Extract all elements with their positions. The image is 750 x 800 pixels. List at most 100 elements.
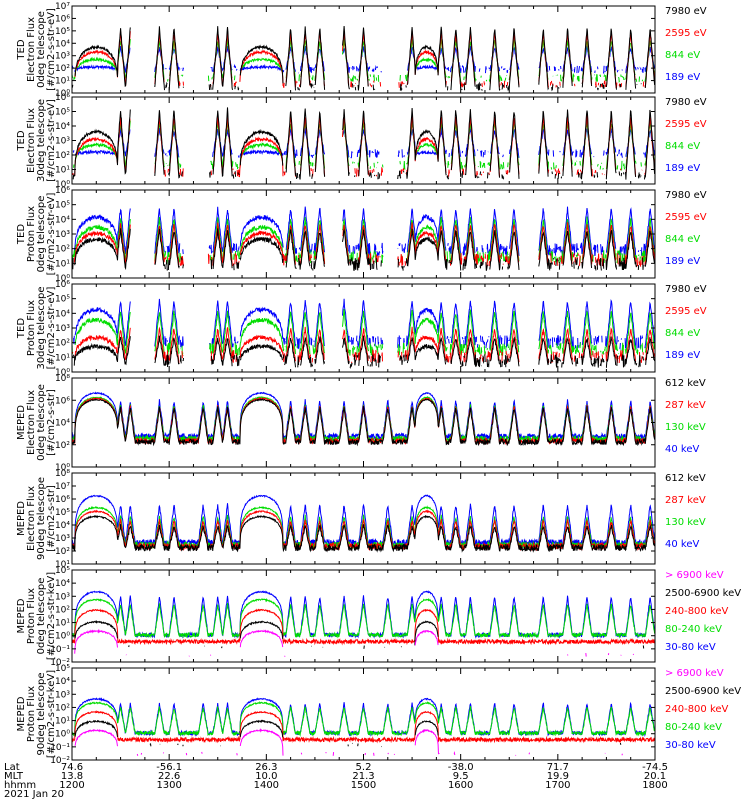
- series--6900-kev-line: [75, 730, 651, 756]
- legend-item: 240-800 keV: [665, 704, 729, 715]
- panel-8-traces: [72, 697, 655, 756]
- legend-item: 612 keV: [665, 378, 706, 389]
- y-tick-label: 10³: [55, 592, 70, 602]
- y-axis-label: MEPEDProton Flux0deg telescope[#/cm2-s-s…: [16, 572, 57, 660]
- legend-item: 7980 eV: [665, 97, 707, 108]
- x-tick-label: 1600: [448, 780, 473, 791]
- y-tick-label: 10⁰: [55, 180, 70, 190]
- y-tick-label: 10⁰: [55, 368, 70, 378]
- x-row-label-mlt: MLT: [4, 771, 24, 782]
- y-tick-label: 10³: [55, 534, 70, 544]
- series-80-240-kev-line: [72, 597, 655, 639]
- y-tick-label: 10⁵: [55, 108, 70, 118]
- x-tick-label: 26.3: [255, 762, 277, 773]
- legend-item: 189 eV: [665, 163, 700, 174]
- legend-item: 7980 eV: [665, 284, 707, 295]
- y-tick-label: 10³: [55, 230, 70, 240]
- y-tick-label: 10⁵: [55, 566, 70, 576]
- series-7980-ev-line: [72, 25, 655, 92]
- y-tick-label: 10⁶: [55, 396, 70, 406]
- y-tick-label: 10⁴: [55, 521, 70, 531]
- x-row-label-lat: Lat: [4, 762, 20, 773]
- y-tick-label: 10⁰: [55, 632, 70, 642]
- x-tick-label: 22.6: [158, 771, 180, 782]
- y-tick-label: 10⁷: [55, 2, 70, 12]
- y-tick-label: 10⁶: [55, 280, 70, 290]
- x-tick-label: 13.8: [61, 771, 83, 782]
- legend-item: 7980 eV: [665, 6, 707, 17]
- y-tick-label: 10³: [55, 52, 70, 62]
- y-tick-label: 10⁵: [55, 508, 70, 518]
- series-240-800-kev-line: [72, 608, 655, 646]
- legend-item: 189 eV: [665, 256, 700, 267]
- legend-item: 189 eV: [665, 350, 700, 361]
- legend-item: 130 keV: [665, 517, 706, 528]
- y-tick-label: 10⁴: [55, 309, 70, 319]
- panel-5-traces: [72, 391, 655, 447]
- y-tick-label: 10⁻²: [50, 756, 70, 766]
- y-tick-label: 10¹: [55, 77, 70, 87]
- y-tick-label: 10⁴: [55, 122, 70, 132]
- legend-item: 287 keV: [665, 495, 706, 506]
- legend-item: > 6900 keV: [665, 570, 724, 581]
- series-7980-ev-line: [72, 228, 655, 271]
- panel-5-frame: [71, 377, 656, 468]
- legend-item: 612 keV: [665, 473, 706, 484]
- y-axis-label: MEPEDElectron Flux90deg telescope[#/cm2-…: [16, 477, 57, 560]
- legend-item: 80-240 keV: [665, 624, 722, 635]
- panel-2-traces: [72, 107, 655, 180]
- y-tick-label: 10⁸: [55, 469, 70, 479]
- series-30-80-kev-line: [72, 590, 655, 639]
- y-tick-label: 10²: [55, 703, 70, 713]
- y-tick-label: 10⁴: [55, 677, 70, 687]
- y-tick-label: 10⁵: [55, 27, 70, 37]
- y-axis-label: TEDProton Flux30deg telescope[#/cm2-s-st…: [16, 286, 57, 369]
- y-tick-label: 10¹: [55, 717, 70, 727]
- date-label: 2021 Jan 20: [4, 789, 64, 800]
- series-240-800-kev-line: [72, 709, 655, 744]
- legend-item: 40 keV: [665, 539, 699, 550]
- legend-item: 2500-6900 keV: [665, 686, 741, 697]
- y-tick-label: 10³: [55, 324, 70, 334]
- series-7980-ev-line: [72, 335, 655, 370]
- legend-item: 2595 eV: [665, 28, 707, 39]
- y-tick-label: 10⁻¹: [50, 743, 70, 753]
- y-tick-label: 10²: [55, 64, 70, 74]
- panel-7-traces: [72, 590, 655, 656]
- legend-item: 240-800 keV: [665, 606, 729, 617]
- y-tick-label: 10²: [55, 339, 70, 349]
- y-tick-label: 10¹: [55, 353, 70, 363]
- x-tick-label: 71.7: [547, 762, 569, 773]
- legend-item: 7980 eV: [665, 190, 707, 201]
- y-axis-label: MEPEDElectron Flux0deg telescope[#/cm2-s…: [16, 384, 57, 461]
- x-tick-label: 1300: [156, 780, 181, 791]
- x-tick-label: -74.5: [642, 762, 668, 773]
- y-tick-label: 10⁸: [55, 374, 70, 384]
- y-tick-label: 10⁴: [55, 579, 70, 589]
- legend-item: 80-240 keV: [665, 722, 722, 733]
- y-axis-label: TEDElectron Flux30deg telescope[#/cm2-s-…: [16, 99, 57, 182]
- series-189-ev-line: [73, 206, 655, 258]
- legend-item: 2595 eV: [665, 119, 707, 130]
- y-tick-label: 10³: [55, 690, 70, 700]
- series-7980-ev-line: [72, 107, 655, 180]
- y-tick-label: 10⁶: [55, 495, 70, 505]
- y-tick-label: 10⁰: [55, 730, 70, 740]
- x-tick-label: 1400: [254, 780, 279, 791]
- series-612-kev-line: [72, 398, 655, 447]
- y-tick-label: 10⁰: [55, 463, 70, 473]
- y-tick-label: 10²: [55, 547, 70, 557]
- y-tick-label: 10⁰: [55, 274, 70, 284]
- x-tick-label: 10.0: [255, 771, 277, 782]
- y-tick-label: 10¹: [55, 166, 70, 176]
- x-tick-label: 1700: [545, 780, 570, 791]
- legend-item: 844 eV: [665, 50, 700, 61]
- x-tick-label: -38.0: [448, 762, 474, 773]
- legend-item: 844 eV: [665, 234, 700, 245]
